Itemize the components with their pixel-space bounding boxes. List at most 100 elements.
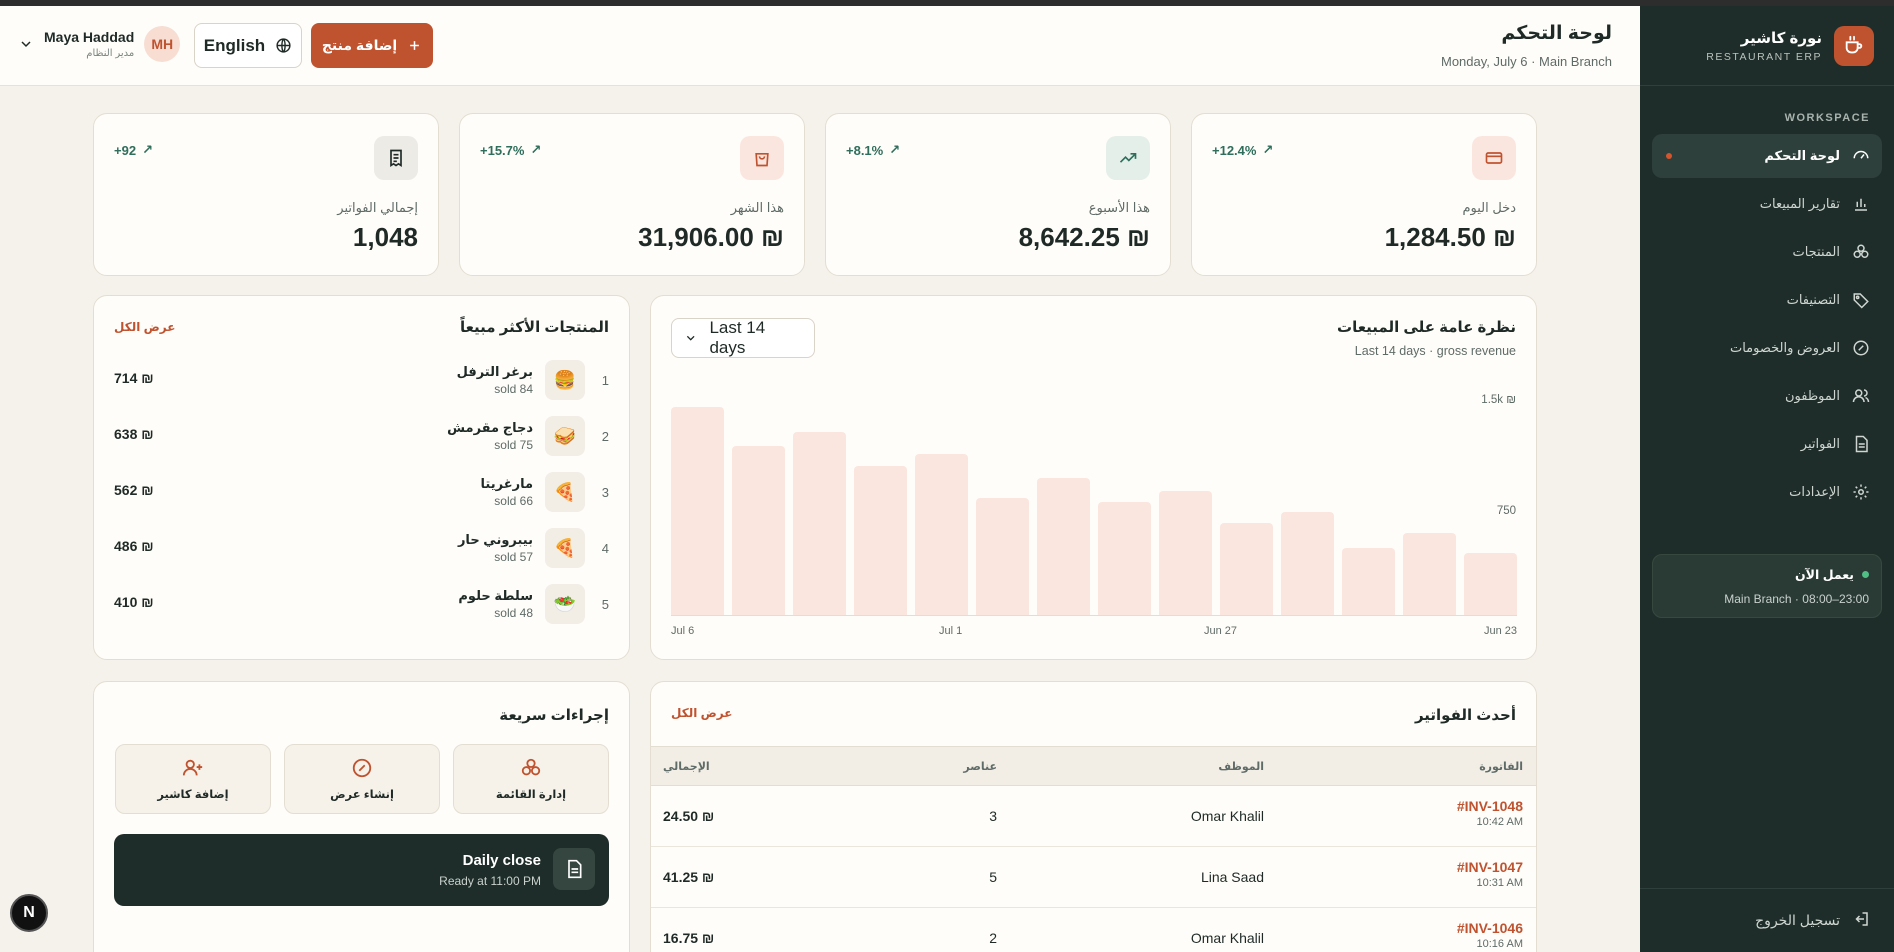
x-tick-label: Jul 6: [671, 625, 695, 637]
product-name: مارغريتا: [480, 476, 533, 491]
sidebar-item-products[interactable]: المنتجات: [1652, 230, 1882, 274]
add-cashier-button[interactable]: إضافة كاشير: [115, 744, 271, 814]
invoice-table-header: الفاتورة الموظف عناصر الإجمالي: [651, 746, 1536, 786]
add-product-button[interactable]: إضافة منتج: [311, 23, 433, 68]
stat-label: إجمالي الفواتير: [337, 200, 418, 215]
user-menu[interactable]: Maya Haddad مدير النظام MH: [18, 26, 181, 62]
chevron-down-icon: [686, 335, 695, 341]
brand-name: نورة كاشير: [1740, 29, 1822, 47]
column-header-total: الإجمالي: [663, 761, 710, 773]
sidebar-item-settings[interactable]: الإعدادات: [1652, 470, 1882, 514]
top-product-row[interactable]: 714 ₪ برغر الترفل sold 84 🍔 1: [114, 358, 609, 402]
arrow-up-right-icon: ↗: [530, 142, 542, 157]
x-tick-label: Jul 1: [939, 625, 963, 637]
column-header-items: عناصر: [963, 761, 997, 773]
invoice-id[interactable]: #INV-1047: [1456, 859, 1523, 875]
view-all-link[interactable]: عرض الكل: [114, 320, 176, 334]
bar-chart: [671, 406, 1517, 616]
sidebar-item-label: المنتجات: [1792, 244, 1840, 259]
product-rank: 5: [601, 596, 609, 612]
chart-bar: [1159, 490, 1212, 616]
product-sold: sold 84: [494, 382, 533, 396]
open-status-dot: [1862, 571, 1869, 578]
daily-close-subtitle: Ready at 11:00 PM: [439, 874, 541, 888]
chart-bar: [976, 497, 1029, 616]
tag-icon: [1852, 291, 1870, 309]
product-amount: 410 ₪: [114, 594, 154, 610]
sidebar-item-dashboard[interactable]: لوحة التحكم: [1652, 134, 1882, 178]
top-product-row[interactable]: 638 ₪ دجاج مقرمش sold 75 🥪 2: [114, 414, 609, 458]
stat-card-today-income: +12.4% ↗ دخل اليوم 1,284.50 ₪: [1191, 113, 1537, 276]
sidebar-item-offers[interactable]: العروض والخصومات: [1652, 326, 1882, 370]
open-status-title: يعمل الآن: [1794, 568, 1854, 582]
active-indicator-dot: [1666, 153, 1672, 159]
view-all-link[interactable]: عرض الكل: [671, 706, 733, 720]
product-sold: sold 48: [494, 606, 533, 620]
stat-value: 1,284.50 ₪: [1384, 222, 1516, 252]
menu-cookie-icon: [521, 758, 541, 776]
stat-card-this-week: +8.1% ↗ هذا الأسبوع 8,642.25 ₪: [825, 113, 1171, 276]
stat-trend: +15.7% ↗: [480, 142, 542, 158]
chart-bar: [671, 407, 724, 616]
chart-bar: [1464, 553, 1517, 616]
sidebar-item-sales-reports[interactable]: تقارير المبيعات: [1652, 182, 1882, 226]
percent-icon: [352, 758, 372, 778]
date-range-select[interactable]: Last 14 days: [671, 318, 815, 358]
product-amount: 486 ₪: [114, 538, 154, 554]
top-product-row[interactable]: 410 ₪ سلطة حلوم sold 48 🥗 5: [114, 582, 609, 626]
product-thumbnail: 🍕: [545, 528, 585, 568]
action-label: إدارة القائمة: [495, 789, 567, 801]
create-offer-button[interactable]: إنشاء عرض: [284, 744, 440, 814]
invoice-row[interactable]: #INV-1047 10:31 AM Lina Saad 5 41.25 ₪: [651, 847, 1536, 908]
sidebar-item-employees[interactable]: الموظفون: [1652, 374, 1882, 418]
sidebar: نورة كاشير RESTAURANT ERP WORKSPACE لوحة…: [1640, 6, 1894, 952]
users-icon: [1852, 387, 1870, 405]
sidebar-item-label: لوحة التحكم: [1764, 148, 1840, 163]
daily-close-title: Daily close: [462, 852, 541, 869]
top-product-row[interactable]: 562 ₪ مارغريتا sold 66 🍕 3: [114, 470, 609, 514]
invoice-employee: Omar Khalil: [1190, 930, 1264, 946]
product-name: بيبروني حار: [457, 532, 533, 547]
x-tick-label: Jun 23: [1484, 625, 1518, 637]
action-label: إضافة كاشير: [157, 789, 229, 801]
invoice-row[interactable]: #INV-1048 10:42 AM Omar Khalil 3 24.50 ₪: [651, 786, 1536, 847]
chart-bar: [1098, 501, 1151, 616]
language-toggle-button[interactable]: English: [194, 23, 302, 68]
manage-menu-button[interactable]: إدارة القائمة: [453, 744, 609, 814]
n-badge[interactable]: N: [10, 894, 48, 932]
x-tick-label: Jun 27: [1204, 625, 1238, 637]
stat-card-total-invoices: +92 ↗ إجمالي الفواتير 1,048: [93, 113, 439, 276]
chevron-down-icon: [21, 41, 31, 48]
stat-card-this-month: +15.7% ↗ هذا الشهر 31,906.00 ₪: [459, 113, 805, 276]
invoice-employee: Lina Saad: [1200, 869, 1264, 885]
user-name: Maya Haddad: [44, 29, 135, 45]
top-product-row[interactable]: 486 ₪ بيبروني حار sold 57 🍕 4: [114, 526, 609, 570]
invoice-items: 3: [989, 808, 997, 824]
invoice-total: 41.25 ₪: [663, 869, 715, 885]
invoice-id[interactable]: #INV-1046: [1456, 920, 1523, 936]
invoice-id[interactable]: #INV-1048: [1456, 798, 1523, 814]
stat-value: 8,642.25 ₪: [1018, 222, 1150, 252]
document-icon: [553, 848, 595, 890]
stat-trend: +8.1% ↗: [846, 142, 901, 158]
invoice-total: 16.75 ₪: [663, 930, 715, 946]
sidebar-item-label: الإعدادات: [1789, 484, 1840, 499]
column-header-invoice: الفاتورة: [1479, 761, 1523, 773]
chart-bar: [793, 431, 846, 616]
logout-button[interactable]: تسجيل الخروج: [1640, 888, 1894, 952]
quick-actions-title: إجراءات سريعة: [499, 707, 609, 724]
invoice-total: 24.50 ₪: [663, 808, 715, 824]
sales-overview-subtitle: Last 14 days · gross revenue: [1354, 344, 1516, 358]
receipt-icon: [374, 136, 418, 180]
product-rank: 3: [601, 484, 609, 500]
invoice-time: 10:31 AM: [1476, 877, 1523, 889]
sidebar-item-categories[interactable]: التصنيفات: [1652, 278, 1882, 322]
daily-close-button[interactable]: Daily close Ready at 11:00 PM: [114, 834, 609, 906]
invoice-row[interactable]: #INV-1046 10:16 AM Omar Khalil 2 16.75 ₪: [651, 908, 1536, 952]
credit-card-icon: [1472, 136, 1516, 180]
sidebar-item-invoices[interactable]: الفواتير: [1652, 422, 1882, 466]
top-products-title: المنتجات الأكثر مبيعاً: [459, 319, 609, 336]
product-sold: sold 57: [494, 550, 533, 564]
top-header: لوحة التحكم Monday, July 6 · Main Branch…: [0, 6, 1640, 86]
avatar: MH: [144, 26, 181, 62]
